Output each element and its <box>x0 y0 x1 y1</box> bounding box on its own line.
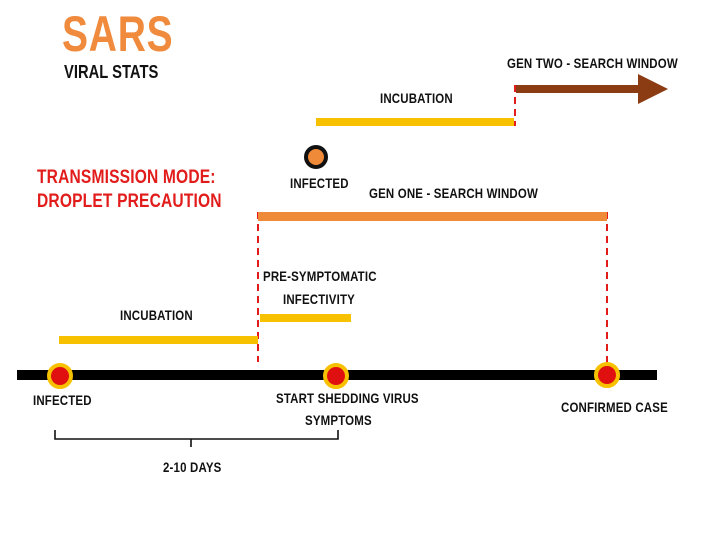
days-range-label: 2-10 DAYS <box>163 459 222 475</box>
days-bracket <box>54 430 339 447</box>
infected-top-label: INFECTED <box>290 175 349 191</box>
gen-two-label: GEN TWO - SEARCH WINDOW <box>507 55 678 71</box>
confirmed-case-label: CONFIRMED CASE <box>561 399 668 415</box>
presymptomatic-label-line2: INFECTIVITY <box>283 291 355 307</box>
gen-one-search-window-bar <box>258 212 607 221</box>
shedding-marker <box>323 363 349 389</box>
incubation-bottom-label: INCUBATION <box>120 307 193 323</box>
transmission-mode-label: TRANSMISSION MODE: <box>37 167 216 188</box>
presymptomatic-label-line1: PRE-SYMPTOMATIC <box>263 268 377 284</box>
confirmed-case-marker <box>594 362 620 388</box>
droplet-precaution-label: DROPLET PRECAUTION <box>37 191 222 212</box>
infected-label: INFECTED <box>33 392 92 408</box>
page-title: SARS <box>62 6 174 62</box>
shedding-label-line1: START SHEDDING VIRUS <box>276 390 419 406</box>
shedding-label-line2: SYMPTOMS <box>305 412 372 428</box>
page-subtitle: VIRAL STATS <box>64 62 159 82</box>
infected-marker-top <box>304 145 328 169</box>
gen-two-arrow-head-icon <box>638 74 668 104</box>
incubation-bar-top <box>316 118 514 126</box>
incubation-bar-bottom <box>59 336 258 344</box>
incubation-top-label: INCUBATION <box>380 90 453 106</box>
presymptomatic-bar <box>260 314 351 322</box>
infected-marker <box>47 363 73 389</box>
gen-one-label: GEN ONE - SEARCH WINDOW <box>369 185 538 201</box>
gen-two-search-window-bar <box>516 85 642 93</box>
